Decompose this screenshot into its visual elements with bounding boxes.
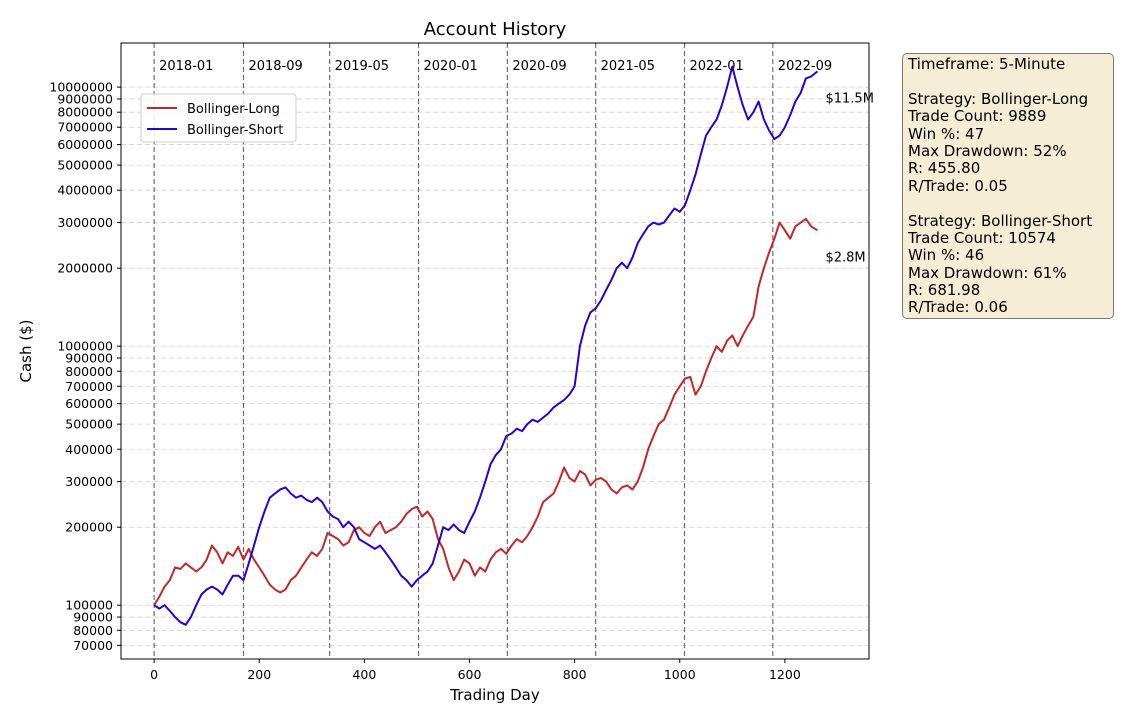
period-marker-label: 2020-01 <box>424 59 478 74</box>
series-end-label: $11.5M <box>825 91 873 106</box>
legend-frame <box>140 93 297 143</box>
y-tick-label: 4000000 <box>57 183 113 198</box>
y-tick-label: 400000 <box>65 442 113 457</box>
chart-title: Account History <box>424 19 567 40</box>
stats-spacer <box>908 73 1113 90</box>
y-tick-label: 6000000 <box>57 137 113 152</box>
series-lines <box>153 65 819 626</box>
stats-short-trade-count: Trade Count: 10574 <box>908 228 1056 247</box>
y-tick-label: 10000000 <box>49 80 113 95</box>
x-tick-label: 400 <box>352 667 376 682</box>
period-marker-label: 2020-09 <box>512 59 566 74</box>
y-tick-label: 100000 <box>65 598 113 613</box>
period-marker-label: 2021-05 <box>601 59 655 74</box>
period-marker-label: 2018-09 <box>248 59 302 74</box>
period-marker-label: 2018-01 <box>159 59 213 74</box>
y-tick-label: 90000 <box>73 610 113 625</box>
stats-long-r: R: 455.80 <box>908 159 981 178</box>
stats-long-trade-count: Trade Count: 9889 <box>908 107 1047 126</box>
period-marker-label: 2019-05 <box>335 59 389 74</box>
period-markers: 2018-01 2018-09 2019-05 2020-01 2020-09 2021-… <box>153 43 832 659</box>
series-end-label: $2.8M <box>825 250 865 265</box>
y-tick-label: 2000000 <box>57 261 113 276</box>
stats-long-strategy: Strategy: Bollinger-Long <box>908 89 1089 108</box>
stats-spacer <box>908 195 1113 212</box>
series-line-bollinger-short <box>153 65 819 626</box>
stats-short-r-per-trade: R/Trade: 0.06 <box>908 298 1008 317</box>
y-tick-label: 700000 <box>65 379 113 394</box>
stats-long-r-per-trade: R/Trade: 0.05 <box>908 176 1008 195</box>
strategy-stats-box: Timeframe: 5-Minute Strategy: Bollinger-… <box>902 53 1114 319</box>
x-tick-label: 1000 <box>664 667 696 682</box>
x-tick-label: 1200 <box>769 667 801 682</box>
x-tick-label: 600 <box>458 667 482 682</box>
plot-frame <box>120 42 870 660</box>
legend: Bollinger-Long Bollinger-Short <box>140 93 297 143</box>
stats-timeframe: Timeframe: 5-Minute <box>908 55 1066 73</box>
y-tick-label: 500000 <box>65 417 113 432</box>
y-tick-label: 3000000 <box>57 215 113 230</box>
stats-short-strategy: Strategy: Bollinger-Short <box>908 211 1093 230</box>
y-tick-label: 300000 <box>65 474 113 489</box>
stats-long-win-pct: Win %: 47 <box>908 124 985 143</box>
legend-label-long: Bollinger-Long <box>187 102 280 117</box>
stats-short-win-pct: Win %: 46 <box>908 246 985 265</box>
legend-label-short: Bollinger-Short <box>187 123 283 138</box>
x-tick-label: 0 <box>150 667 158 682</box>
y-tick-label: 1000000 <box>57 339 113 354</box>
y-tick-label: 5000000 <box>57 158 113 173</box>
y-tick-label: 7000000 <box>57 120 113 135</box>
stats-long-max-drawdown: Max Drawdown: 52% <box>908 141 1067 160</box>
y-axis-label: Cash ($) <box>17 319 35 382</box>
gridlines <box>121 86 869 646</box>
stats-short-max-drawdown: Max Drawdown: 61% <box>908 263 1067 282</box>
stats-short-r: R: 681.98 <box>908 281 981 300</box>
x-axis-label: Trading Day <box>449 686 540 704</box>
x-tick-label: 200 <box>247 667 271 682</box>
period-marker-label: 2022-09 <box>778 59 832 74</box>
x-tick-label: 800 <box>563 667 587 682</box>
y-tick-label: 70000 <box>73 638 113 653</box>
y-tick-label: 9000000 <box>57 91 113 106</box>
y-tick-label: 80000 <box>73 623 113 638</box>
y-tick-label: 600000 <box>65 396 113 411</box>
y-tick-label: 200000 <box>65 520 113 535</box>
series-line-bollinger-long <box>153 217 819 606</box>
y-tick-label: 800000 <box>65 364 113 379</box>
period-marker-label: 2022-01 <box>689 59 743 74</box>
end-labels: $2.8M $11.5M <box>825 91 873 265</box>
y-tick-label: 900000 <box>65 351 113 366</box>
y-tick-label: 8000000 <box>57 105 113 120</box>
